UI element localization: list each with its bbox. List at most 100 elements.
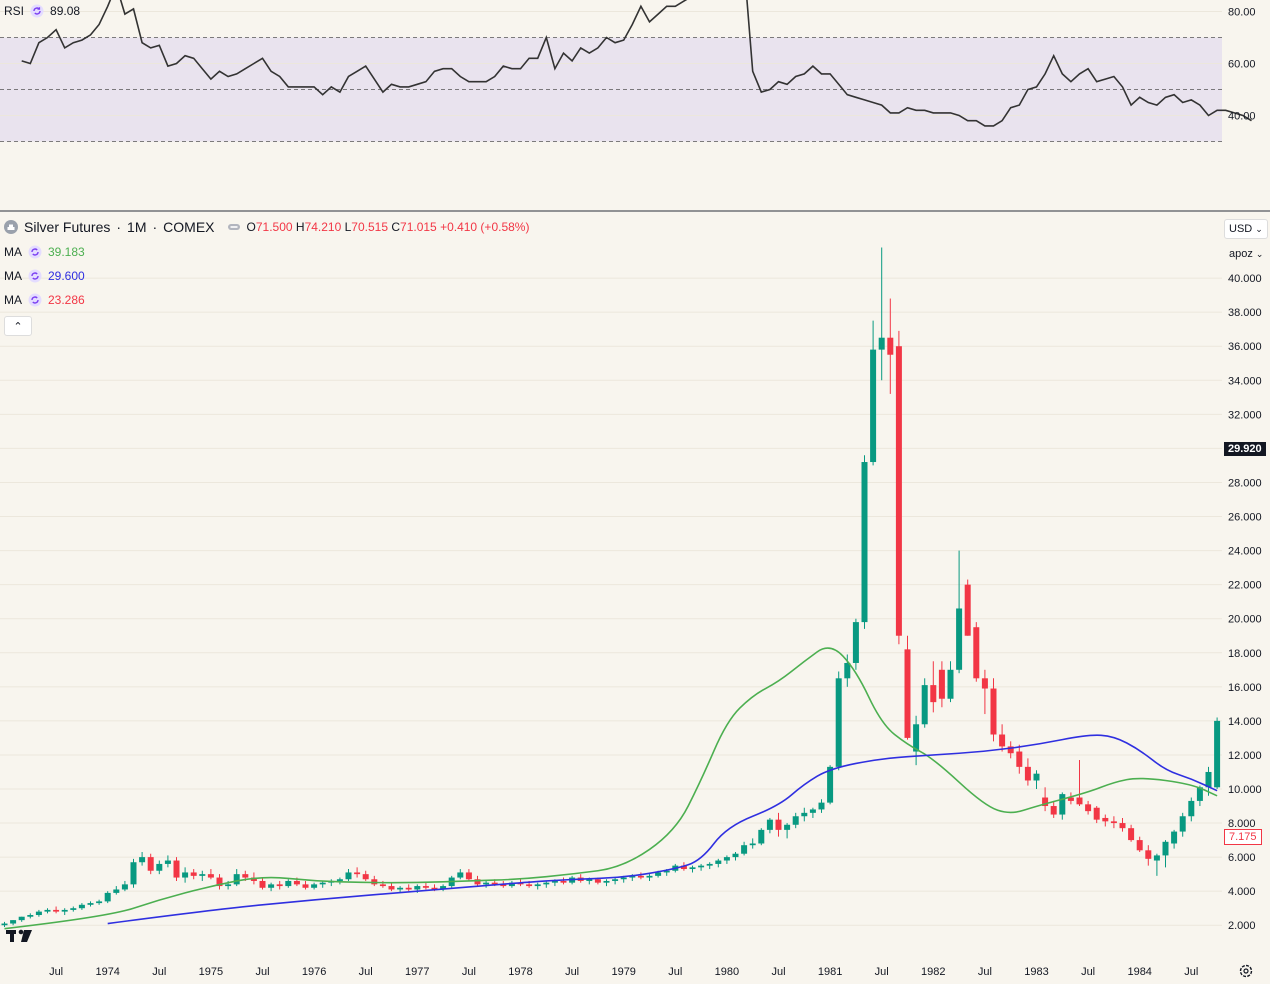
candle-body: [78, 904, 85, 909]
currency-select[interactable]: USD ⌄: [1224, 219, 1268, 239]
price-tick-label: 36.000: [1228, 341, 1262, 353]
time-tick-label: Jul: [978, 966, 992, 978]
last-price: 7.175: [1229, 831, 1257, 843]
time-tick-label: Jul: [255, 966, 269, 978]
time-tick-label: 1979: [611, 966, 635, 978]
rsi-line: [21, 0, 1252, 127]
candle-body: [121, 884, 128, 890]
settings-icon[interactable]: [1238, 963, 1254, 984]
candle-body: [508, 882, 515, 887]
time-tick-label: 1984: [1127, 966, 1151, 978]
candle-body: [302, 884, 309, 888]
candle-body: [61, 909, 68, 912]
candle-body: [1016, 751, 1023, 767]
candle-body: [586, 879, 593, 881]
price-tick-label: 16.000: [1228, 682, 1262, 694]
price-tick-label: 22.000: [1228, 580, 1262, 592]
price-tick-label: 14.000: [1228, 716, 1262, 728]
candle-body: [293, 880, 300, 885]
price-tick-label: 18.000: [1228, 648, 1262, 660]
candle-body: [655, 872, 662, 876]
time-tick-label: Jul: [875, 966, 889, 978]
ma-label: MA: [4, 293, 22, 307]
refresh-icon[interactable]: [28, 245, 42, 259]
candle-body: [809, 809, 816, 813]
time-tick-label: Jul: [462, 966, 476, 978]
candle-body: [1128, 828, 1135, 841]
candle-body: [818, 802, 825, 810]
rsi-value: 89.08: [50, 4, 81, 18]
symbol-name[interactable]: Silver Futures: [24, 219, 111, 235]
candle-body: [164, 860, 171, 864]
candle-body: [1110, 821, 1117, 824]
candle-body: [1153, 855, 1160, 861]
time-tick-label: Jul: [771, 966, 785, 978]
candle-body: [276, 884, 283, 887]
candle-body: [474, 879, 481, 885]
candle-body: [758, 829, 765, 844]
candle-body: [1007, 746, 1014, 754]
price-tick-label: 26.000: [1228, 512, 1262, 524]
candle-body: [1214, 720, 1221, 788]
low-label: L: [344, 220, 352, 234]
candle-body: [784, 824, 791, 830]
candle-body: [216, 877, 223, 887]
candle-body: [706, 863, 713, 866]
currency-value: USD: [1229, 223, 1253, 235]
symbol-interval[interactable]: 1M: [127, 219, 147, 235]
time-tick-label: 1976: [302, 966, 326, 978]
candle-body: [973, 627, 980, 679]
refresh-icon[interactable]: [28, 269, 42, 283]
time-tick-label: 1982: [921, 966, 945, 978]
candle-body: [10, 920, 17, 924]
chevron-down-icon: ⌄: [1255, 248, 1264, 259]
candle-body: [603, 880, 610, 883]
candle-body: [87, 903, 94, 905]
time-tick-label: 1977: [405, 966, 429, 978]
candle-body: [723, 857, 730, 861]
candle-body: [311, 884, 318, 888]
time-tick-label: Jul: [668, 966, 682, 978]
candle-body: [1162, 841, 1169, 856]
ma-value: 39.183: [48, 245, 85, 259]
candle-body: [491, 882, 498, 885]
rsi-legend: RSI 89.08: [4, 4, 80, 18]
candle-body: [440, 886, 447, 890]
candle-body: [637, 875, 644, 878]
candle-body: [947, 669, 954, 699]
price-tick-label: 2.000: [1228, 920, 1256, 932]
candle-body: [130, 862, 137, 885]
price-tick-label: 20.000: [1228, 614, 1262, 626]
price-tick-label: 12.000: [1228, 750, 1262, 762]
candle-body: [680, 865, 687, 870]
candle-body: [1024, 766, 1031, 781]
tradingview-logo-icon[interactable]: [6, 928, 40, 949]
collapse-legend-button[interactable]: ⌃: [4, 316, 32, 336]
rsi-pane: [0, 0, 1252, 142]
candle-body: [698, 865, 705, 868]
rsi-tick-label: 80.00: [1228, 7, 1256, 19]
refresh-icon[interactable]: [28, 293, 42, 307]
time-tick-label: Jul: [49, 966, 63, 978]
candle-body: [1171, 831, 1178, 844]
chevron-up-icon: ⌃: [13, 320, 23, 333]
candle-body: [861, 462, 868, 623]
candle-body: [887, 337, 894, 355]
scale-mode-select[interactable]: apoz ⌄: [1224, 244, 1268, 264]
candle-body: [534, 884, 541, 887]
time-tick-label: Jul: [1081, 966, 1095, 978]
candle-body: [1, 923, 8, 926]
visibility-icon[interactable]: [227, 220, 241, 234]
candle-body: [405, 887, 412, 890]
refresh-icon[interactable]: [30, 4, 44, 18]
candle-body: [526, 884, 533, 887]
candle-body: [362, 874, 369, 880]
candle-body: [1102, 817, 1109, 822]
candle-body: [895, 346, 902, 636]
price-tick-label: 40.000: [1228, 273, 1262, 285]
time-tick-label: Jul: [152, 966, 166, 978]
ma-value: 29.600: [48, 269, 85, 283]
change-value: +0.410 (+0.58%): [440, 220, 530, 234]
candle-body: [139, 857, 146, 863]
